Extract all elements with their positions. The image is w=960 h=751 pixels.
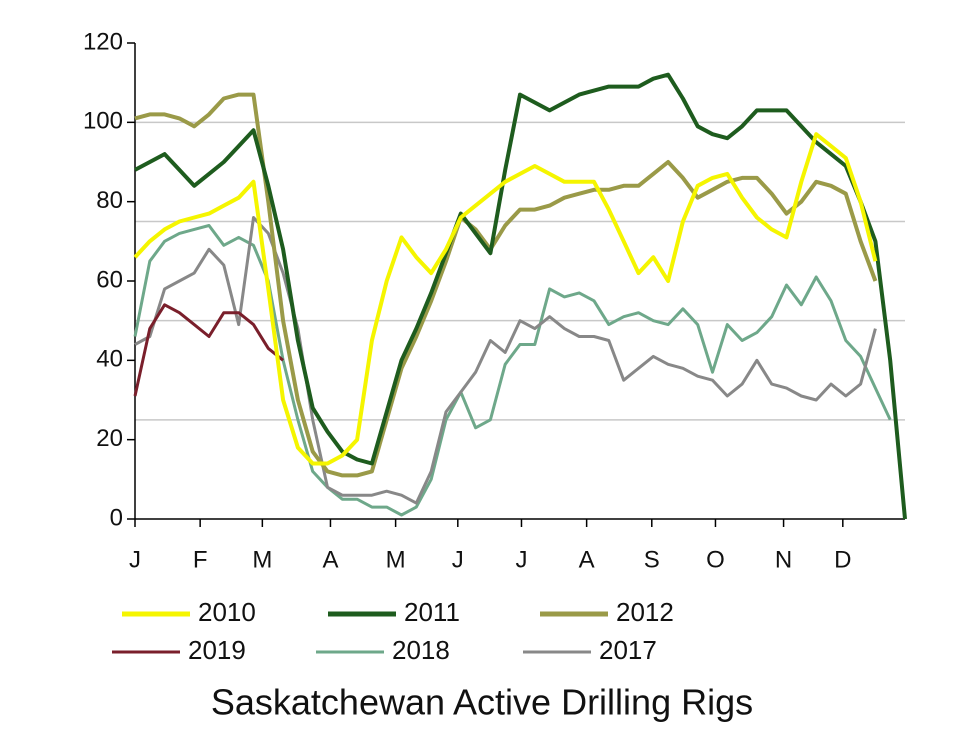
series-line — [134, 92, 878, 478]
chart-title: Saskatchewan Active Drilling Rigs — [211, 682, 753, 723]
y-tick-label: 120 — [83, 28, 123, 55]
y-tick-label: 80 — [96, 187, 123, 214]
series-line — [134, 216, 877, 505]
legend-label: 2012 — [616, 597, 674, 627]
x-tick-label: J — [452, 546, 464, 573]
series-line — [133, 132, 878, 466]
x-tick-label: A — [322, 546, 338, 573]
series-line — [134, 72, 907, 520]
legend-label: 2011 — [404, 597, 460, 627]
x-tick-label: M — [252, 546, 272, 573]
legend-label: 2018 — [392, 635, 450, 665]
y-tick-label: 0 — [110, 504, 123, 531]
x-tick-label: M — [386, 546, 406, 573]
x-tick-label: A — [579, 546, 595, 573]
x-tick-label: S — [644, 546, 660, 573]
x-tick-label: O — [706, 546, 725, 573]
x-tick-label: F — [193, 546, 208, 573]
y-tick-label: 20 — [96, 425, 123, 452]
legend-label: 2017 — [599, 635, 657, 665]
y-tick-label: 60 — [96, 266, 123, 293]
x-tick-label: J — [515, 546, 527, 573]
y-tick-label: 40 — [96, 346, 123, 373]
series-line — [133, 224, 892, 517]
legend-label: 2010 — [198, 597, 256, 627]
x-tick-label: N — [775, 546, 792, 573]
x-tick-label: D — [834, 546, 851, 573]
series-line — [133, 303, 285, 397]
legend-label: 2019 — [188, 635, 246, 665]
y-tick-label: 100 — [83, 108, 123, 135]
x-tick-label: J — [129, 546, 141, 573]
